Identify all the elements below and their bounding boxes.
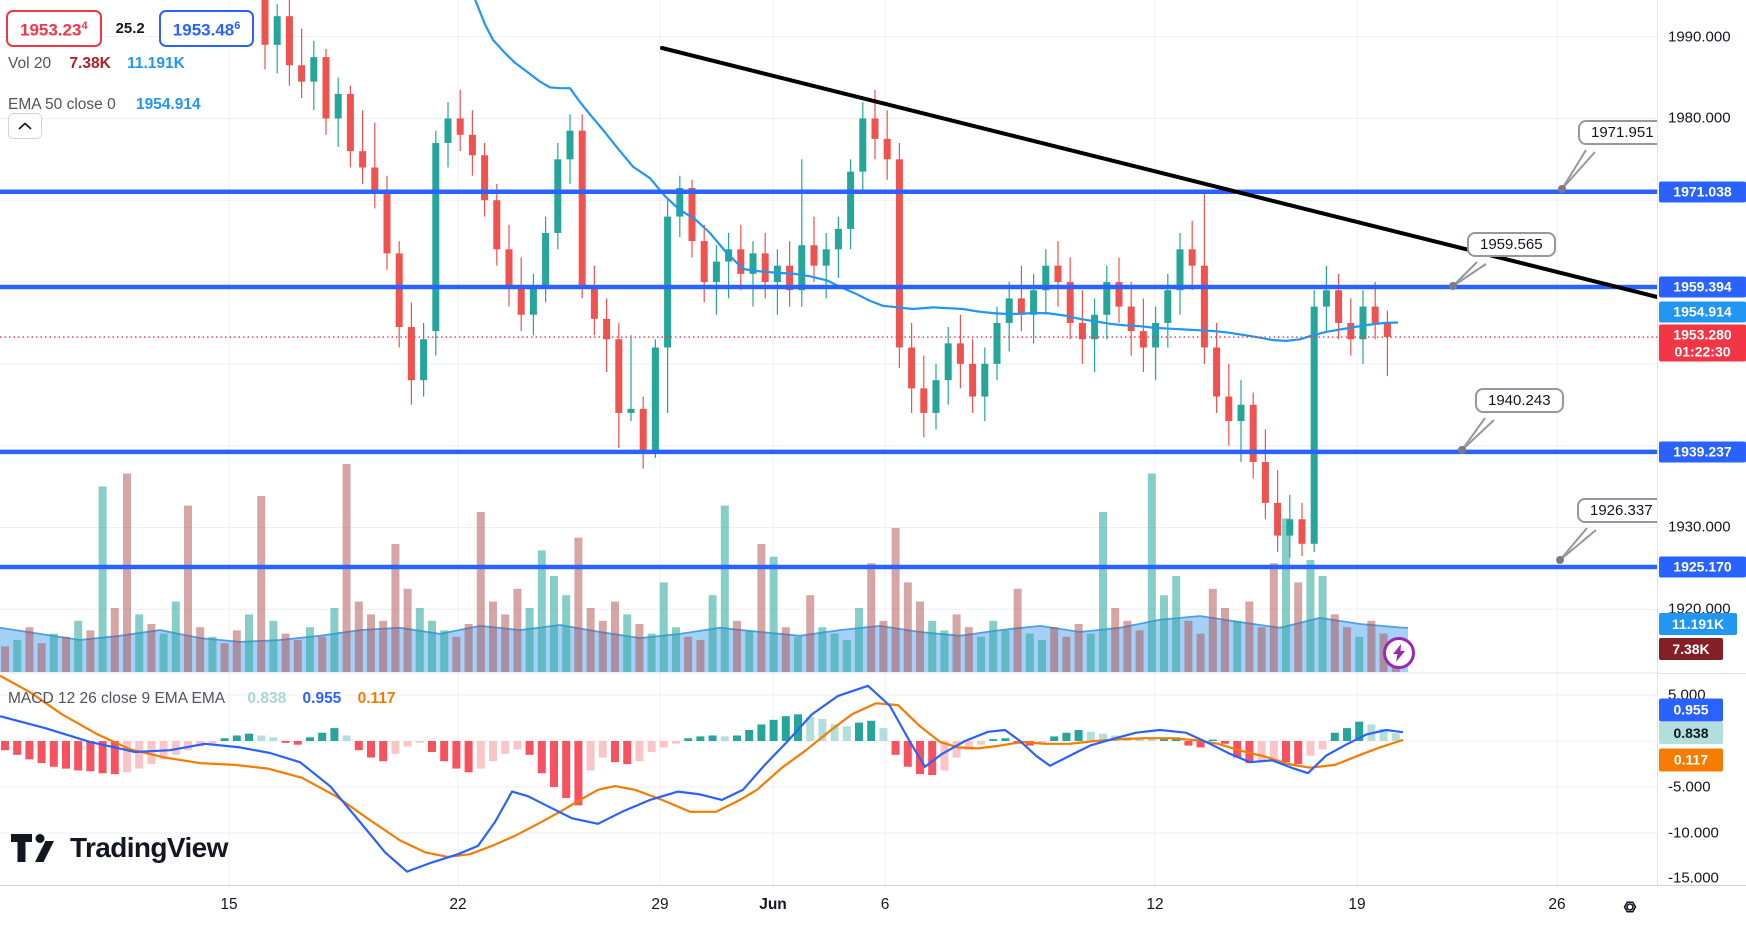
bid-price-sup: 4 bbox=[81, 20, 88, 32]
ema-indicator-row[interactable]: EMA 50 close 0 1954.914 bbox=[8, 96, 201, 114]
price-scale-badge: 1971.038 bbox=[1659, 181, 1746, 203]
tradingview-mark-icon bbox=[11, 834, 54, 862]
price-scale-badge: 0.838 bbox=[1659, 722, 1723, 744]
price-scale[interactable]: 1990.000 1980.000 1930.000 1920.000 5.000 -5.… bbox=[1657, 0, 1746, 887]
price-scale-tick: 1990.000 bbox=[1668, 28, 1731, 46]
price-scale-badge: 0.955 bbox=[1659, 698, 1723, 722]
ema-value: 1954.914 bbox=[136, 96, 201, 113]
macd-indicator-label: MACD 12 26 close 9 EMA EMA bbox=[8, 690, 226, 707]
price-scale-tick: -15.000 bbox=[1668, 869, 1719, 887]
lightning-bolt-icon bbox=[1393, 644, 1405, 662]
time-scale-tick: 6 bbox=[880, 896, 890, 913]
time-scale-tick: 12 bbox=[1146, 896, 1164, 913]
time-scale[interactable]: 15 22 29 Jun 6 12 19 26 bbox=[0, 885, 1746, 928]
price-scale-tick: 1980.000 bbox=[1668, 109, 1731, 127]
instant-trade-button[interactable] bbox=[1383, 637, 1415, 669]
macd-indicator-row[interactable]: MACD 12 26 close 9 EMA EMA 0.838 0.955 0… bbox=[8, 690, 396, 708]
price-callout-label[interactable]: 1959.565 bbox=[1467, 232, 1556, 257]
price-scale-badge: 1954.914 bbox=[1659, 301, 1746, 323]
time-scale-tick: 15 bbox=[220, 896, 238, 913]
ema-indicator-label: EMA 50 close 0 bbox=[8, 96, 116, 113]
time-scale-tick: 19 bbox=[1348, 896, 1366, 913]
price-scale-badge: 1925.170 bbox=[1659, 556, 1746, 578]
volume-indicator-label: Vol 20 bbox=[8, 55, 52, 72]
time-scale-tick: 26 bbox=[1548, 896, 1566, 913]
gear-icon bbox=[1623, 901, 1637, 913]
tradingview-logo-text: TradingView bbox=[70, 832, 228, 863]
tradingview-logo[interactable]: TradingView bbox=[10, 832, 228, 864]
volume-ma-value: 11.191K bbox=[127, 55, 185, 72]
price-callout-label[interactable]: 1926.337 bbox=[1577, 498, 1666, 523]
price-scale-tick: -10.000 bbox=[1668, 824, 1719, 842]
macd-line-value: 0.955 bbox=[302, 690, 342, 707]
sell-button[interactable]: 1953.234 bbox=[6, 10, 102, 47]
price-scale-badge: 0.117 bbox=[1659, 748, 1723, 772]
pane-separator bbox=[1658, 673, 1746, 674]
time-scale-settings-button[interactable] bbox=[1608, 890, 1652, 924]
price-scale-tick: -5.000 bbox=[1668, 778, 1711, 796]
ask-price: 1953.48 bbox=[172, 20, 235, 40]
price-callout-label[interactable]: 1971.951 bbox=[1578, 120, 1667, 145]
volume-indicator-row[interactable]: Vol 20 7.38K 11.191K bbox=[8, 55, 185, 73]
price-scale-badge: 1939.237 bbox=[1659, 441, 1746, 463]
price-scale-badge: 1959.394 bbox=[1659, 276, 1746, 298]
time-scale-tick: 22 bbox=[449, 896, 467, 913]
buy-button[interactable]: 1953.486 bbox=[158, 10, 255, 47]
spread-value: 25.2 bbox=[115, 19, 145, 37]
time-scale-tick: 29 bbox=[651, 896, 669, 913]
price-scale-badge: 11.191K bbox=[1659, 613, 1737, 635]
bid-ask-row: 1953.234 25.2 1953.486 bbox=[6, 10, 255, 47]
price-scale-badge: 7.38K bbox=[1659, 638, 1723, 660]
macd-hist-value: 0.838 bbox=[247, 690, 287, 707]
price-scale-badge: 1953.280 01:22:30 bbox=[1659, 324, 1746, 362]
price-scale-tick: 1930.000 bbox=[1668, 518, 1731, 536]
price-callout-label[interactable]: 1940.243 bbox=[1475, 388, 1564, 413]
bid-price: 1953.23 bbox=[20, 20, 82, 40]
ask-price-sup: 6 bbox=[234, 20, 241, 32]
time-scale-tick: Jun bbox=[759, 896, 787, 913]
macd-signal-value: 0.117 bbox=[357, 690, 396, 707]
volume-prev-value: 7.38K bbox=[69, 55, 111, 72]
chevron-up-icon bbox=[18, 122, 32, 130]
collapse-legend-button[interactable] bbox=[8, 113, 42, 139]
